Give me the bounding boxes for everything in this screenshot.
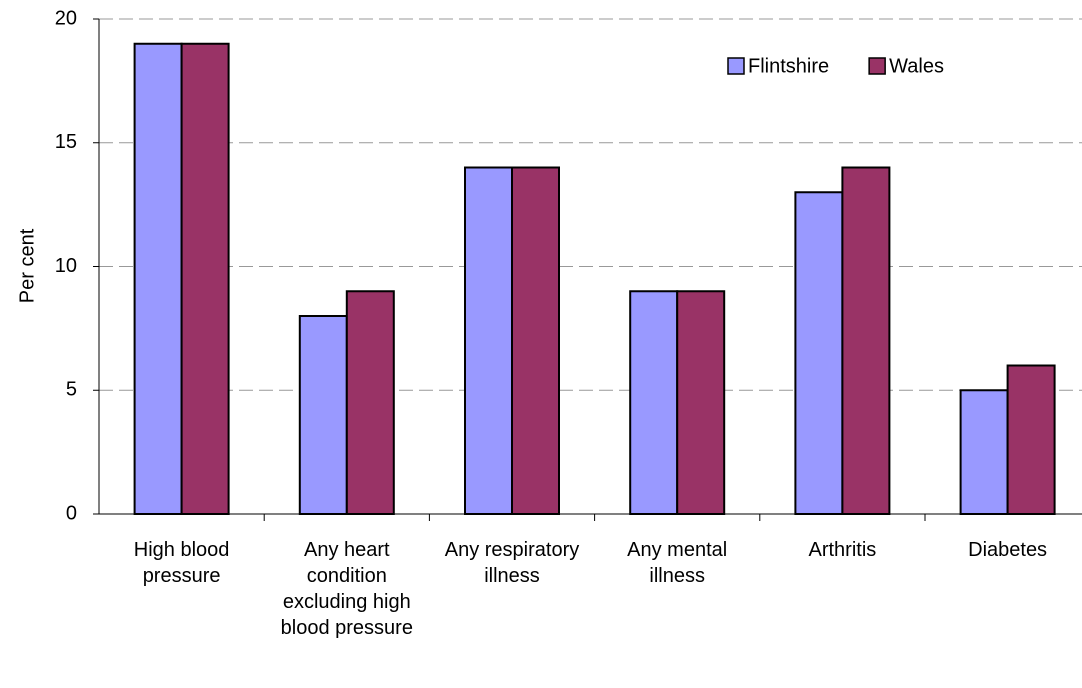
x-tick-label: High blood pressure [133,539,230,587]
legend-swatch [727,57,745,75]
legend-label: Flintshire [748,55,829,77]
bar [959,389,1009,515]
legend-swatch [868,57,886,75]
y-tick-label: 10 [55,255,77,277]
y-axis-label: Per cent [16,228,38,303]
x-tick-label: Diabetes [968,539,1048,561]
bar [345,290,395,515]
x-tick-label: Arthritis [808,539,877,561]
x-tick-label: Any mental illness [627,539,728,587]
x-tick-label: Any respiratory illness [444,539,580,587]
bar [298,315,348,515]
bar [629,290,679,515]
bar [794,191,844,515]
bar [511,166,560,515]
bar [1006,364,1056,515]
legend-label: Wales [889,55,944,77]
x-tick-label: Any heart condition excluding high blood… [280,539,413,639]
bar [676,290,726,515]
bar [841,166,891,515]
y-tick-label: 20 [55,7,77,29]
bar [133,42,183,515]
bar [464,166,513,515]
y-tick-label: 5 [66,379,77,401]
bar [180,42,230,515]
y-tick-label: 15 [55,131,77,153]
y-tick-label: 0 [66,502,77,524]
